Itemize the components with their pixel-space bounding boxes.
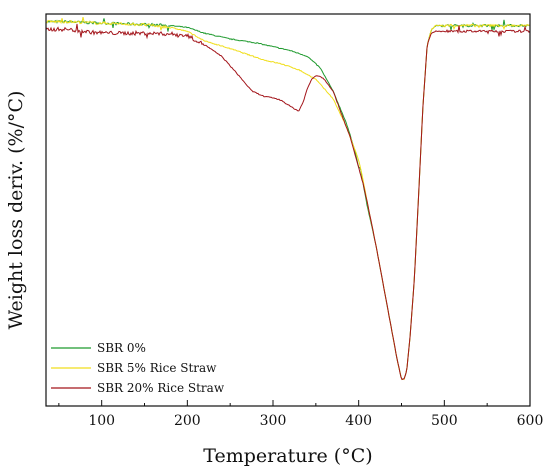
x-tick-label-600: 600 (517, 413, 544, 429)
x-tick-label-200: 200 (174, 413, 201, 429)
series-layer (46, 16, 530, 381)
x-tick-label-400: 400 (345, 413, 372, 429)
series-line-sbr-20-rice-straw (46, 23, 530, 381)
legend-label-sbr-20-rice-straw: SBR 20% Rice Straw (97, 381, 225, 395)
plot-frame (45, 13, 531, 407)
legend-label-sbr-0: SBR 0% (97, 341, 146, 355)
legend-label-sbr-5-rice-straw: SBR 5% Rice Straw (97, 361, 217, 375)
x-tick-label-500: 500 (431, 413, 458, 429)
x-tick-label-100: 100 (88, 413, 115, 429)
y-axis-title: Weight loss deriv. (%/°C) (5, 91, 27, 330)
series-line-sbr-0 (46, 18, 530, 381)
x-ticks: 100 200 300 400 500 600 (58, 400, 544, 429)
series-line-sbr-5-rice-straw (46, 16, 530, 381)
x-tick-label-300: 300 (260, 413, 287, 429)
x-axis-title: Temperature (°C) (203, 445, 372, 467)
legend: SBR 0% SBR 5% Rice Straw SBR 20% Rice St… (51, 341, 225, 395)
